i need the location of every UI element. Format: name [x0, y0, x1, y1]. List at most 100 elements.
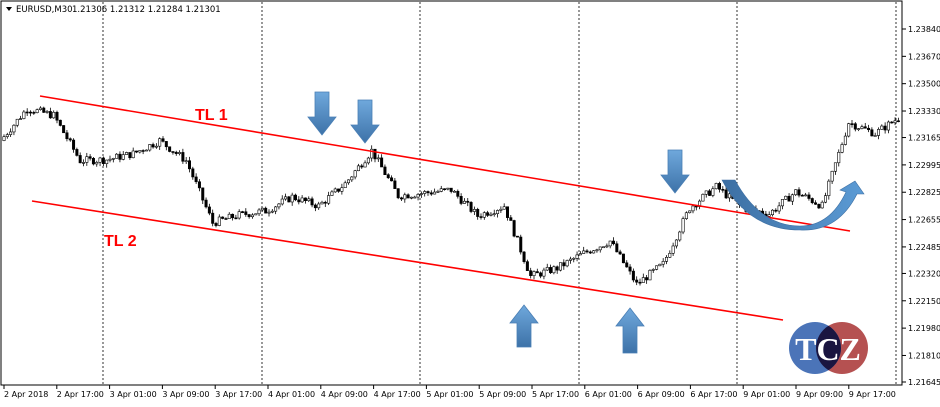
candle-bull [655, 265, 659, 270]
dropdown-triangle-icon[interactable] [6, 7, 12, 11]
candle-bear [303, 197, 307, 202]
candle-bear [638, 281, 642, 284]
candle-bear [896, 120, 900, 123]
candle-bear [28, 111, 32, 114]
y-tick-label: 1.22320 [908, 269, 940, 278]
candle-bull [794, 189, 798, 196]
candle-bull [439, 188, 443, 192]
candle-bull [416, 194, 420, 198]
candle-bear [890, 121, 894, 124]
price-axis[interactable]: 1.23840 1.23670 1.23500 1.23330 1.23165 1.229… [902, 25, 940, 387]
candle-bull [565, 260, 569, 267]
candle-bear [241, 211, 245, 213]
candle-bear [628, 266, 632, 272]
candle-bear [58, 119, 62, 126]
candle-bear [32, 112, 36, 114]
candle-bull [661, 261, 665, 265]
candle-bull [370, 148, 374, 159]
candle-bear [174, 151, 178, 154]
y-tick-label: 1.21645 [908, 378, 940, 387]
candle-bull [108, 158, 112, 161]
candle-bull [131, 150, 135, 159]
candle-bull [784, 195, 788, 200]
candle-bull [82, 162, 86, 164]
candle-bear [323, 201, 327, 204]
candle-bear [188, 160, 192, 170]
candle-bull [284, 196, 288, 200]
candle-bull [419, 193, 423, 195]
candle-bear [449, 187, 453, 192]
candle-bull [154, 145, 158, 148]
candle-bear [171, 151, 175, 153]
candle-bull [595, 249, 599, 252]
candle-bull [250, 214, 254, 218]
y-tick-label: 1.22825 [908, 188, 940, 197]
candle-bull [178, 152, 182, 154]
curved-arrow-icon [721, 179, 865, 231]
candle-bull [552, 266, 556, 274]
candle-bull [423, 191, 427, 194]
candle-bear [486, 212, 490, 216]
candle-bull [85, 156, 89, 163]
candle-bull [608, 240, 612, 247]
candle-bear [204, 199, 208, 208]
candle-bull [217, 216, 221, 226]
candle-bull [237, 211, 241, 219]
candle-bear [631, 270, 635, 281]
candle-bear [645, 277, 649, 281]
candle-bear [724, 189, 728, 199]
candle-bear [459, 196, 463, 204]
trendline-1[interactable] [39, 95, 851, 232]
candle-bull [681, 218, 685, 233]
candle-bull [376, 157, 380, 160]
time-axis[interactable]: 2 Apr 2018 2 Apr 17:00 3 Apr 01:00 3 Apr 09… [3, 385, 896, 399]
candle-bear [310, 198, 314, 206]
candles [2, 106, 900, 286]
candle-bear [721, 189, 725, 191]
candle-bear [817, 204, 821, 209]
candle-bull [602, 246, 606, 249]
candle-bull [274, 206, 278, 212]
candle-bull [578, 253, 582, 256]
candle-bear [128, 152, 132, 159]
candle-bull [886, 121, 890, 131]
candle-bull [489, 213, 493, 216]
plot-frame [0, 0, 903, 386]
candle-bull [770, 209, 774, 216]
candle-bull [2, 136, 6, 141]
candle-bear [360, 165, 364, 168]
candle-bull [267, 211, 271, 214]
candle-bear [197, 181, 201, 189]
candle-bull [492, 213, 496, 215]
candle-bull [158, 138, 162, 147]
candle-bull [671, 245, 675, 254]
candle-bull [572, 257, 576, 260]
candle-bear [529, 270, 533, 276]
candle-bull [727, 193, 731, 199]
candle-bull [115, 153, 119, 159]
candle-bear [519, 236, 523, 253]
candle-bear [161, 138, 165, 142]
x-tick-label: 4 Apr 09:00 [321, 390, 368, 399]
candle-bull [462, 200, 466, 204]
candle-bull [873, 135, 877, 137]
candle-bull [691, 205, 695, 212]
candle-bull [678, 231, 682, 241]
candle-bear [75, 149, 79, 156]
x-tick-label: 3 Apr 17:00 [215, 390, 262, 399]
grid [102, 2, 897, 384]
candle-bear [211, 212, 215, 224]
candle-bull [270, 210, 274, 213]
candle-bear [870, 129, 874, 137]
candle-bear [78, 155, 82, 164]
candle-bull [880, 125, 884, 130]
candle-bull [658, 263, 662, 267]
candle-bear [717, 183, 721, 190]
candle-bear [386, 174, 390, 179]
candle-bull [711, 188, 715, 196]
candle-bull [714, 183, 718, 190]
candle-bull [413, 196, 417, 199]
candle-bear [535, 271, 539, 274]
trendline-2[interactable] [31, 200, 784, 321]
